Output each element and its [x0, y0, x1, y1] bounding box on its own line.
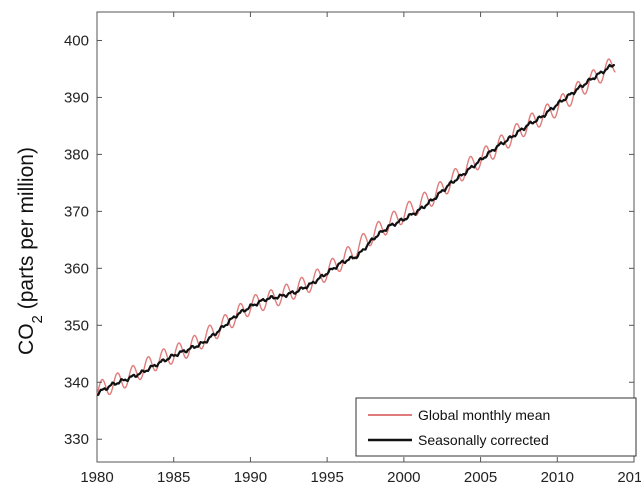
x-tick-label: 2010 [541, 469, 574, 486]
y-tick-label: 400 [64, 32, 89, 49]
y-tick-label: 390 [64, 89, 89, 106]
x-tick-label: 2000 [387, 469, 420, 486]
y-tick-label: 370 [64, 203, 89, 220]
y-axis-title-subscript: 2 [29, 315, 46, 323]
series-layer [96, 58, 616, 396]
x-tick-label: 2005 [464, 469, 497, 486]
series-line-seasonally-corrected [96, 63, 615, 396]
x-tick-label: 2015 [617, 469, 641, 486]
x-tick-label: 1990 [234, 469, 267, 486]
ticks-layer: 1980 1985 1990 1995 2000 2005 2010 2015 330 340 35… [64, 12, 641, 486]
y-tick-label: 340 [64, 374, 89, 391]
y-tick-label: 380 [64, 146, 89, 163]
x-tick-label: 1985 [157, 469, 190, 486]
y-axis-title-suffix: (parts per million) [15, 147, 38, 315]
y-tick-label: 350 [64, 317, 89, 334]
legend: Global monthly mean Seasonally corrected [355, 397, 637, 457]
x-tick-label: 1980 [80, 469, 113, 486]
legend-label-seasonally-corrected: Seasonally corrected [418, 432, 549, 448]
y-axis-title: CO2 (parts per million) [15, 147, 46, 355]
legend-box [355, 397, 637, 457]
y-tick-label: 360 [64, 260, 89, 277]
y-tick-label: 330 [64, 431, 89, 448]
x-tick-label: 1995 [310, 469, 343, 486]
legend-label-monthly-mean: Global monthly mean [418, 407, 550, 423]
y-axis-title-prefix: CO [15, 323, 38, 355]
